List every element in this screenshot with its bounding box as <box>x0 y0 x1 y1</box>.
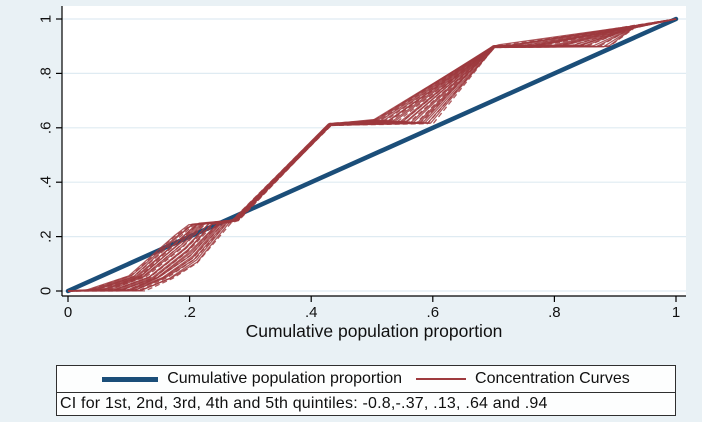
legend-label-cumulative-population: Cumulative population proportion <box>167 370 403 387</box>
concentration-curve <box>67 18 677 292</box>
y-tick-label-0.4: .4 <box>38 176 55 189</box>
y-tick-label-0.2: .2 <box>38 230 55 243</box>
y-tick-label-0.8: .8 <box>38 67 55 80</box>
x-tick-label-0.8: .8 <box>548 304 561 321</box>
concentration-curve <box>67 18 677 292</box>
plot-area: 0 .2 .4 .6 .8 1 0 .2 .4 .6 .8 1 Cumulative populatio… <box>38 6 686 341</box>
y-tick-label-1: 1 <box>38 15 55 23</box>
legend-entry-cumulative-population: Cumulative population proportion <box>102 370 402 388</box>
chart-legend: Cumulative population proportion Concent… <box>56 365 676 393</box>
y-tick-label-0: 0 <box>38 287 55 295</box>
navy-line-swatch-icon <box>102 376 159 382</box>
x-tick-label-0.2: .2 <box>183 304 196 321</box>
concentration-index-note: CI for 1st, 2nd, 3rd, 4th and 5th quinti… <box>60 395 548 412</box>
x-tick-label-0.6: .6 <box>427 304 440 321</box>
maroon-line-swatch-icon <box>416 378 467 380</box>
chart-note: CI for 1st, 2nd, 3rd, 4th and 5th quinti… <box>56 392 676 416</box>
x-axis-title: Cumulative population proportion <box>246 321 503 341</box>
legend-label-concentration-curves: Concentration Curves <box>475 370 630 387</box>
x-tick-label-1: 1 <box>672 304 680 321</box>
legend-entry-concentration-curves: Concentration Curves <box>416 370 630 388</box>
x-tick-label-0: 0 <box>64 304 72 321</box>
x-tick-label-0.4: .4 <box>305 304 318 321</box>
y-tick-label-0.6: .6 <box>38 122 55 135</box>
